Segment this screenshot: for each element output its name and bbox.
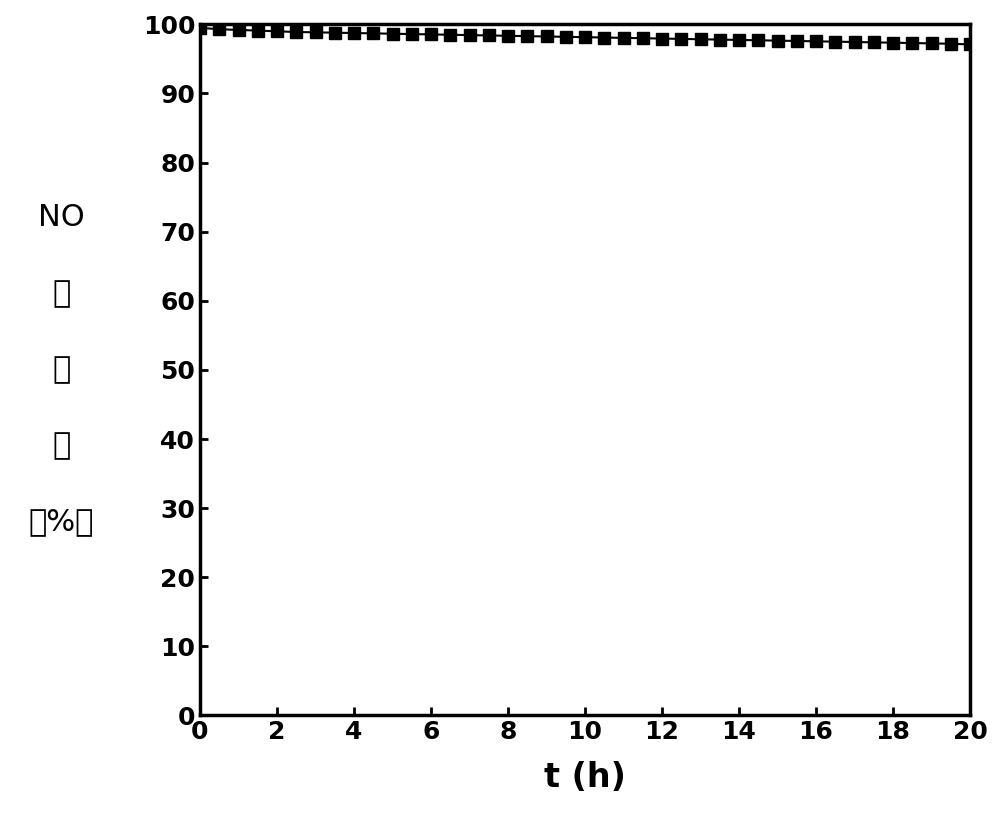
X-axis label: t (h): t (h) [544,761,626,794]
Text: 转: 转 [52,280,71,308]
Text: NO: NO [38,203,85,233]
Text: （%）: （%） [29,507,94,537]
Text: 率: 率 [52,432,71,460]
Text: 化: 化 [52,355,71,385]
